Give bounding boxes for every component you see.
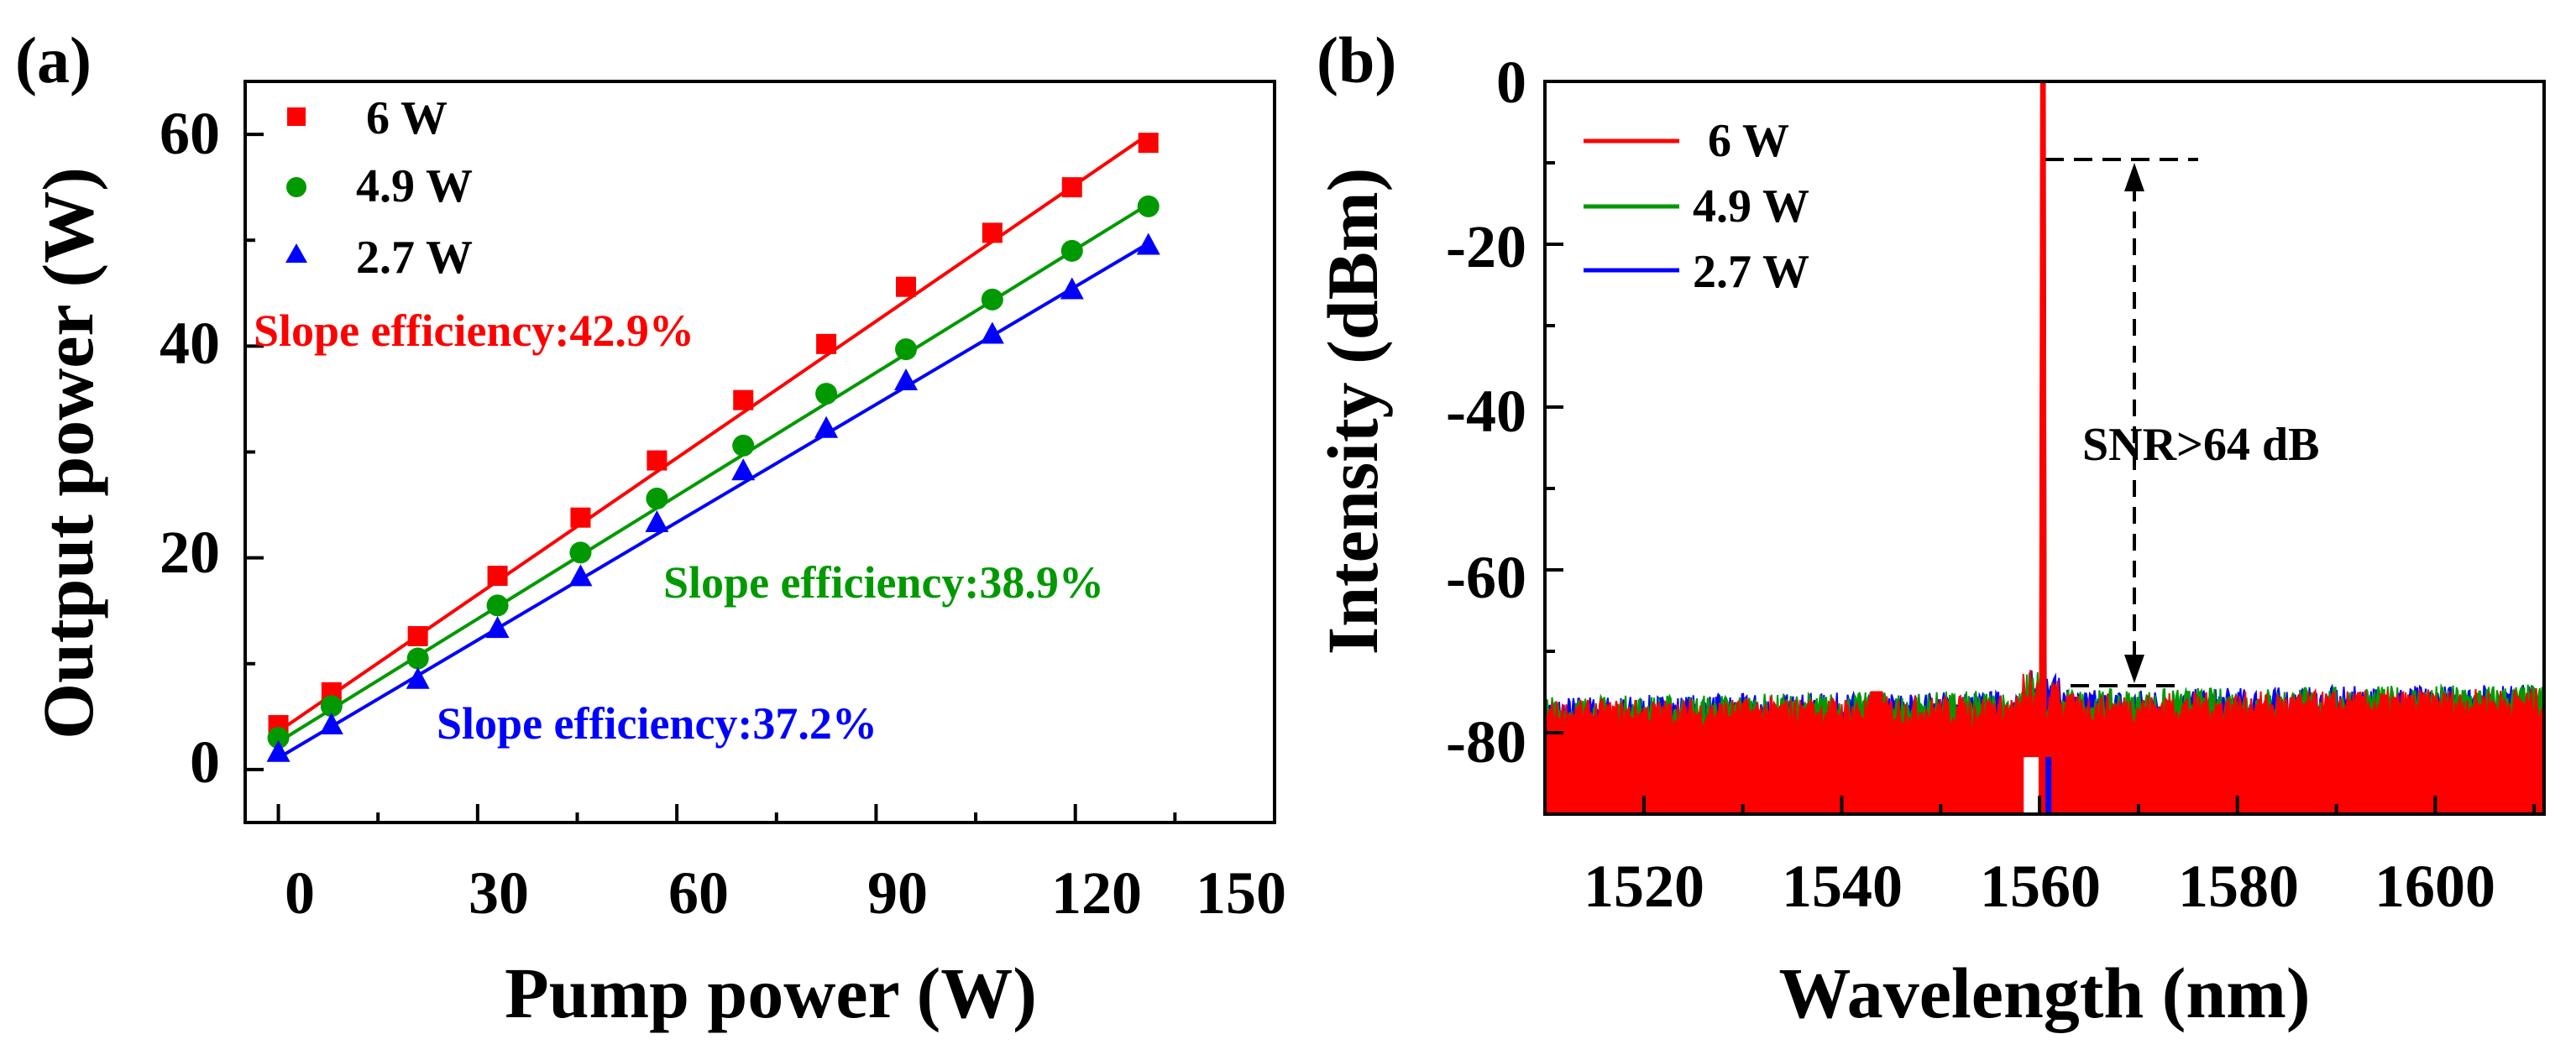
legend-a-label-2-7w: 2.7 W	[356, 232, 473, 284]
b-xtick-1520: 1520	[1584, 853, 1704, 920]
marker-2-7-w-3	[485, 616, 510, 639]
annotation-slope-6w: Slope efficiency:42.9%	[254, 306, 694, 356]
b-xtick-1600: 1600	[2374, 853, 2495, 920]
legend-a-marker-6w	[287, 107, 306, 126]
spectrum-6-w	[1545, 81, 2544, 814]
b-ytick-neg20: -20	[1446, 213, 1526, 280]
marker-2-7-w-1	[319, 712, 343, 734]
panel-a: (a) 0 30 60 90 120 150 0 20 40 60 Pump p…	[15, 24, 1286, 1033]
marker-4-9-w-7	[815, 383, 838, 405]
spectrum-notch-left	[2024, 757, 2039, 814]
marker-6-w-5	[647, 450, 668, 471]
marker-4-9-w-9	[981, 288, 1003, 311]
marker-2-7-w-4	[568, 564, 593, 587]
legend-b-label-2-7w: 2.7 W	[1693, 246, 1809, 298]
panel-b-spectra	[1545, 81, 2544, 814]
marker-6-w-6	[733, 389, 754, 410]
marker-2-7-w-10	[1060, 277, 1084, 300]
legend-b-label-4-9w: 4.9 W	[1693, 180, 1809, 232]
marker-4-9-w-3	[486, 594, 509, 617]
panel-b-plot-frame	[1543, 80, 2546, 816]
marker-4-9-w-11	[1137, 195, 1160, 217]
panel-b-legend: 6 W 4.9 W 2.7 W	[1584, 115, 1809, 298]
marker-2-7-w-5	[645, 510, 669, 533]
b-ytick-0: 0	[1496, 49, 1526, 116]
b-ytick-neg60: -60	[1446, 544, 1526, 611]
spectrum-notch-right	[2045, 757, 2052, 814]
marker-2-7-w-11	[1136, 232, 1160, 255]
panel-a-y-axis-title: Output power (W)	[28, 167, 108, 739]
panel-a-x-tick-labels: 0 30 60 90 120 150	[285, 859, 1286, 927]
panel-b-y-axis-title: Intensity (dBm)	[1312, 168, 1393, 655]
marker-4-9-w-6	[732, 434, 755, 457]
marker-6-w-4	[570, 507, 591, 528]
a-ytick-40: 40	[160, 310, 220, 377]
annotation-slope-2-7w: Slope efficiency:37.2%	[437, 698, 877, 749]
panel-b-x-axis-title: Wavelength (nm)	[1778, 953, 2310, 1033]
panel-a-legend: 6 W 4.9 W 2.7 W	[285, 92, 473, 284]
marker-6-w-11	[1138, 133, 1159, 154]
panel-b-label: (b)	[1317, 24, 1396, 97]
marker-4-9-w-10	[1060, 239, 1083, 262]
a-xtick-30: 30	[469, 859, 529, 927]
marker-6-w-7	[816, 333, 837, 354]
snr-annotation: SNR>64 dB	[2045, 158, 2319, 687]
a-ytick-60: 60	[160, 100, 220, 167]
b-ytick-neg80: -80	[1446, 708, 1526, 776]
marker-4-9-w-8	[895, 338, 918, 361]
marker-6-w-2	[407, 625, 428, 646]
a-xtick-150: 150	[1196, 859, 1286, 927]
marker-4-9-w-2	[406, 647, 429, 670]
a-ytick-20: 20	[160, 519, 220, 586]
a-xtick-60: 60	[668, 859, 729, 927]
snr-arrowhead-up	[2124, 163, 2144, 191]
a-xtick-90: 90	[867, 859, 928, 927]
panel-a-x-axis-title: Pump power (W)	[505, 953, 1037, 1033]
marker-6-w-10	[1061, 177, 1082, 198]
a-xtick-0: 0	[285, 859, 315, 927]
marker-6-w-9	[982, 222, 1003, 243]
b-ytick-neg40: -40	[1446, 378, 1526, 445]
legend-a-label-6w: 6 W	[366, 92, 448, 144]
panel-a-label: (a)	[15, 24, 92, 97]
marker-2-7-w-2	[406, 666, 430, 689]
marker-2-7-w-0	[266, 739, 291, 762]
a-xtick-120: 120	[1051, 859, 1142, 927]
marker-4-9-w-4	[569, 541, 592, 564]
marker-4-9-w-5	[646, 488, 668, 510]
snr-arrowhead-down	[2124, 655, 2144, 683]
marker-2-7-w-7	[814, 415, 839, 438]
panel-a-markers	[266, 133, 1160, 762]
annotation-slope-4-9w: Slope efficiency:38.9%	[663, 557, 1104, 608]
legend-a-label-4-9w: 4.9 W	[356, 160, 473, 212]
legend-b-label-6w: 6 W	[1708, 115, 1789, 167]
panel-b: (b) 1520 1540 1560 1580 1600 0 -20 -40 -…	[1312, 24, 2546, 1033]
marker-4-9-w-0	[267, 727, 290, 749]
panel-b-y-tick-labels: 0 -20 -40 -60 -80	[1446, 49, 1526, 776]
snr-label: SNR>64 dB	[2082, 419, 2319, 471]
marker-2-7-w-6	[731, 458, 756, 481]
b-xtick-1580: 1580	[2178, 853, 2299, 920]
panel-b-x-tick-labels: 1520 1540 1560 1580 1600	[1584, 853, 2495, 920]
a-ytick-0: 0	[190, 729, 220, 796]
marker-2-7-w-8	[894, 368, 919, 390]
marker-4-9-w-1	[320, 695, 343, 718]
marker-2-7-w-9	[980, 321, 1004, 344]
marker-6-w-8	[896, 276, 917, 297]
marker-6-w-3	[487, 566, 508, 587]
b-xtick-1540: 1540	[1782, 853, 1903, 920]
legend-a-marker-4-9w	[286, 177, 306, 197]
panel-a-y-tick-labels: 0 20 40 60	[160, 100, 220, 796]
panel-b-ticks	[1543, 80, 2537, 816]
legend-a-marker-2-7w	[285, 243, 307, 263]
b-xtick-1560: 1560	[1980, 853, 2101, 920]
panel-a-ticks	[245, 133, 1276, 823]
fit-line-2-7-w	[277, 242, 1149, 760]
